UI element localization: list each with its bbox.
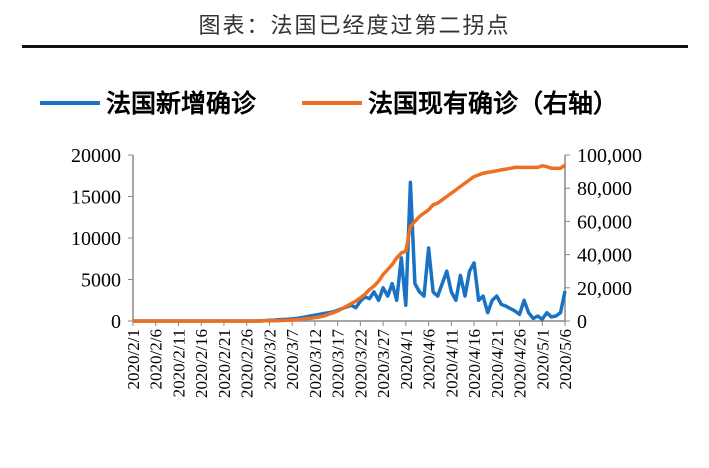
x-tick-label: 2020/3/27 bbox=[374, 329, 393, 398]
x-tick-label: 2020/3/12 bbox=[306, 329, 325, 398]
x-tick-label: 2020/2/6 bbox=[147, 329, 166, 389]
x-tick-label: 2020/3/17 bbox=[329, 329, 348, 398]
x-tick-label: 2020/5/1 bbox=[533, 329, 552, 389]
series-line-0 bbox=[133, 180, 567, 323]
x-tick-label: 2020/3/7 bbox=[283, 329, 302, 390]
y-right-tick-label: 60,000 bbox=[577, 211, 632, 233]
y-left-tick-label: 0 bbox=[111, 311, 121, 333]
series-line-1 bbox=[133, 163, 567, 323]
y-left-tick-label: 20000 bbox=[71, 145, 121, 167]
x-tick-label: 2020/2/11 bbox=[169, 329, 188, 397]
x-tick-label: 2020/2/21 bbox=[215, 329, 234, 398]
x-tick-label: 2020/4/16 bbox=[465, 329, 484, 398]
x-tick-label: 2020/2/16 bbox=[192, 329, 211, 398]
legend-label-0: 法国新增确诊 bbox=[106, 89, 257, 118]
y-right-tick-label: 20,000 bbox=[577, 278, 632, 300]
x-tick-label: 2020/2/26 bbox=[238, 329, 257, 398]
x-tick-label: 2020/4/26 bbox=[511, 329, 530, 398]
y-left-tick-label: 15000 bbox=[71, 187, 121, 209]
x-tick-label: 2020/2/1 bbox=[124, 329, 143, 389]
x-tick-label: 2020/5/6 bbox=[556, 329, 575, 389]
x-tick-label: 2020/3/22 bbox=[351, 329, 370, 398]
x-tick-label: 2020/4/1 bbox=[397, 329, 416, 389]
legend-label-1: 法国现有确诊（右轴） bbox=[368, 89, 618, 118]
title-underline bbox=[22, 45, 688, 48]
y-left-tick-label: 5000 bbox=[81, 270, 121, 292]
y-right-tick-label: 40,000 bbox=[577, 245, 632, 267]
chart-title: 图表：法国已经度过第二拐点 bbox=[198, 14, 511, 39]
x-tick-label: 2020/4/11 bbox=[442, 329, 461, 397]
y-right-tick-label: 100,000 bbox=[577, 145, 642, 167]
x-tick-label: 2020/3/2 bbox=[260, 329, 279, 389]
y-right-tick-label: 80,000 bbox=[577, 178, 632, 200]
x-tick-label: 2020/4/21 bbox=[488, 329, 507, 398]
y-left-tick-label: 10000 bbox=[71, 228, 121, 250]
y-right-tick-label: 0 bbox=[577, 311, 587, 333]
x-tick-label: 2020/4/6 bbox=[420, 329, 439, 389]
